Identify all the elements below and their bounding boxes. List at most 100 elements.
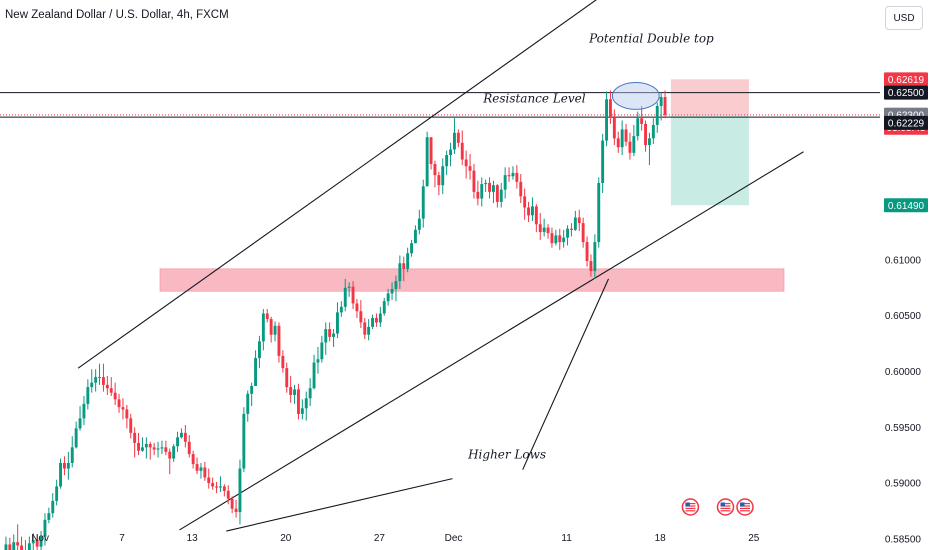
flag-stripe [685,507,696,509]
price-badge-label: 0.62500 [888,88,925,99]
candle [648,138,651,146]
candle [632,136,636,153]
candle [636,118,640,137]
price-axis[interactable]: 0.58500 0.59000 0.59500 0.60000 0.60500 0.610… [884,72,928,545]
us-flag-event-icon [681,498,700,516]
candle [43,519,47,537]
price-badge-bg [884,72,928,87]
candle [371,317,374,327]
annotation-2: Higher Lows [467,448,546,462]
candle [180,432,183,438]
candle [445,155,449,167]
candle [74,428,78,448]
double-top-ellipse [611,82,660,110]
candle [277,325,281,356]
candle [82,403,86,419]
candle [542,227,546,233]
candle [203,467,207,478]
candle [347,286,351,288]
price-tick-label: 0.60000 [885,367,922,378]
position-risk-zone [670,79,749,115]
candle [269,319,273,335]
price-badge-bg [884,115,928,130]
event-ring [716,498,735,516]
price-badge: 0.62229 [884,115,928,130]
candle [390,288,394,294]
price-badge-bg [884,198,928,213]
candle [125,409,129,419]
candle [417,218,421,230]
candle [183,432,187,442]
price-tick-label: 0.59500 [885,423,922,434]
candle [242,413,246,469]
candle [168,451,172,459]
candle [386,293,390,302]
candle [507,175,511,177]
candle [230,498,234,509]
candle [488,182,491,192]
time-tick-label: Nov [31,533,49,544]
flag-stripe [740,503,750,505]
candle [402,263,406,269]
time-tick-label: 20 [280,533,292,544]
candle [659,97,663,106]
candle [117,399,121,408]
candle [499,189,503,202]
candle [367,326,371,335]
candle [39,536,43,547]
candle [12,542,16,550]
candle [511,172,515,177]
candle [234,508,238,513]
candle [293,389,296,395]
candle [59,462,62,487]
candle [624,129,628,142]
candle [570,228,573,230]
time-axis[interactable]: Nov 7 13 20 27 Dec 11 18 25 [31,533,760,544]
price-tick-label: 0.58500 [885,534,922,545]
flag-stripe [740,505,750,507]
candle [199,467,203,471]
candle [644,123,647,146]
flag-canton [720,502,725,507]
candle [581,223,585,243]
flag-stripe [740,507,750,509]
candle [429,137,433,164]
candle [226,490,230,499]
candle [144,444,148,448]
candle [35,539,39,547]
candle [47,513,51,520]
candle [63,462,66,469]
candle [601,140,605,183]
candle [20,545,23,550]
candle [655,105,659,125]
candle [495,185,499,202]
candle [449,149,452,156]
candle [441,166,445,186]
candle [281,355,285,369]
economic-events [681,498,754,516]
candle [222,486,226,491]
price-badge-label: 0.62229 [888,118,925,129]
flag-canton [740,502,745,507]
candle [258,341,261,359]
annotations: Potential Double top Resistance Level High… [467,31,714,461]
candle [515,172,519,182]
price-badge: 0.62500 [884,85,928,100]
candle [78,418,82,429]
candle [359,311,363,323]
candle [129,418,133,433]
candle [394,281,398,289]
candle [4,544,8,550]
candle [320,342,324,360]
flag-stripe [720,507,731,509]
candle [425,137,429,187]
candle [195,464,199,471]
currency-button[interactable]: USD [885,6,923,30]
candle [492,185,495,192]
candle [531,206,534,216]
candle [86,387,90,404]
candle [246,393,250,414]
candle [94,377,98,383]
candle [593,242,597,272]
